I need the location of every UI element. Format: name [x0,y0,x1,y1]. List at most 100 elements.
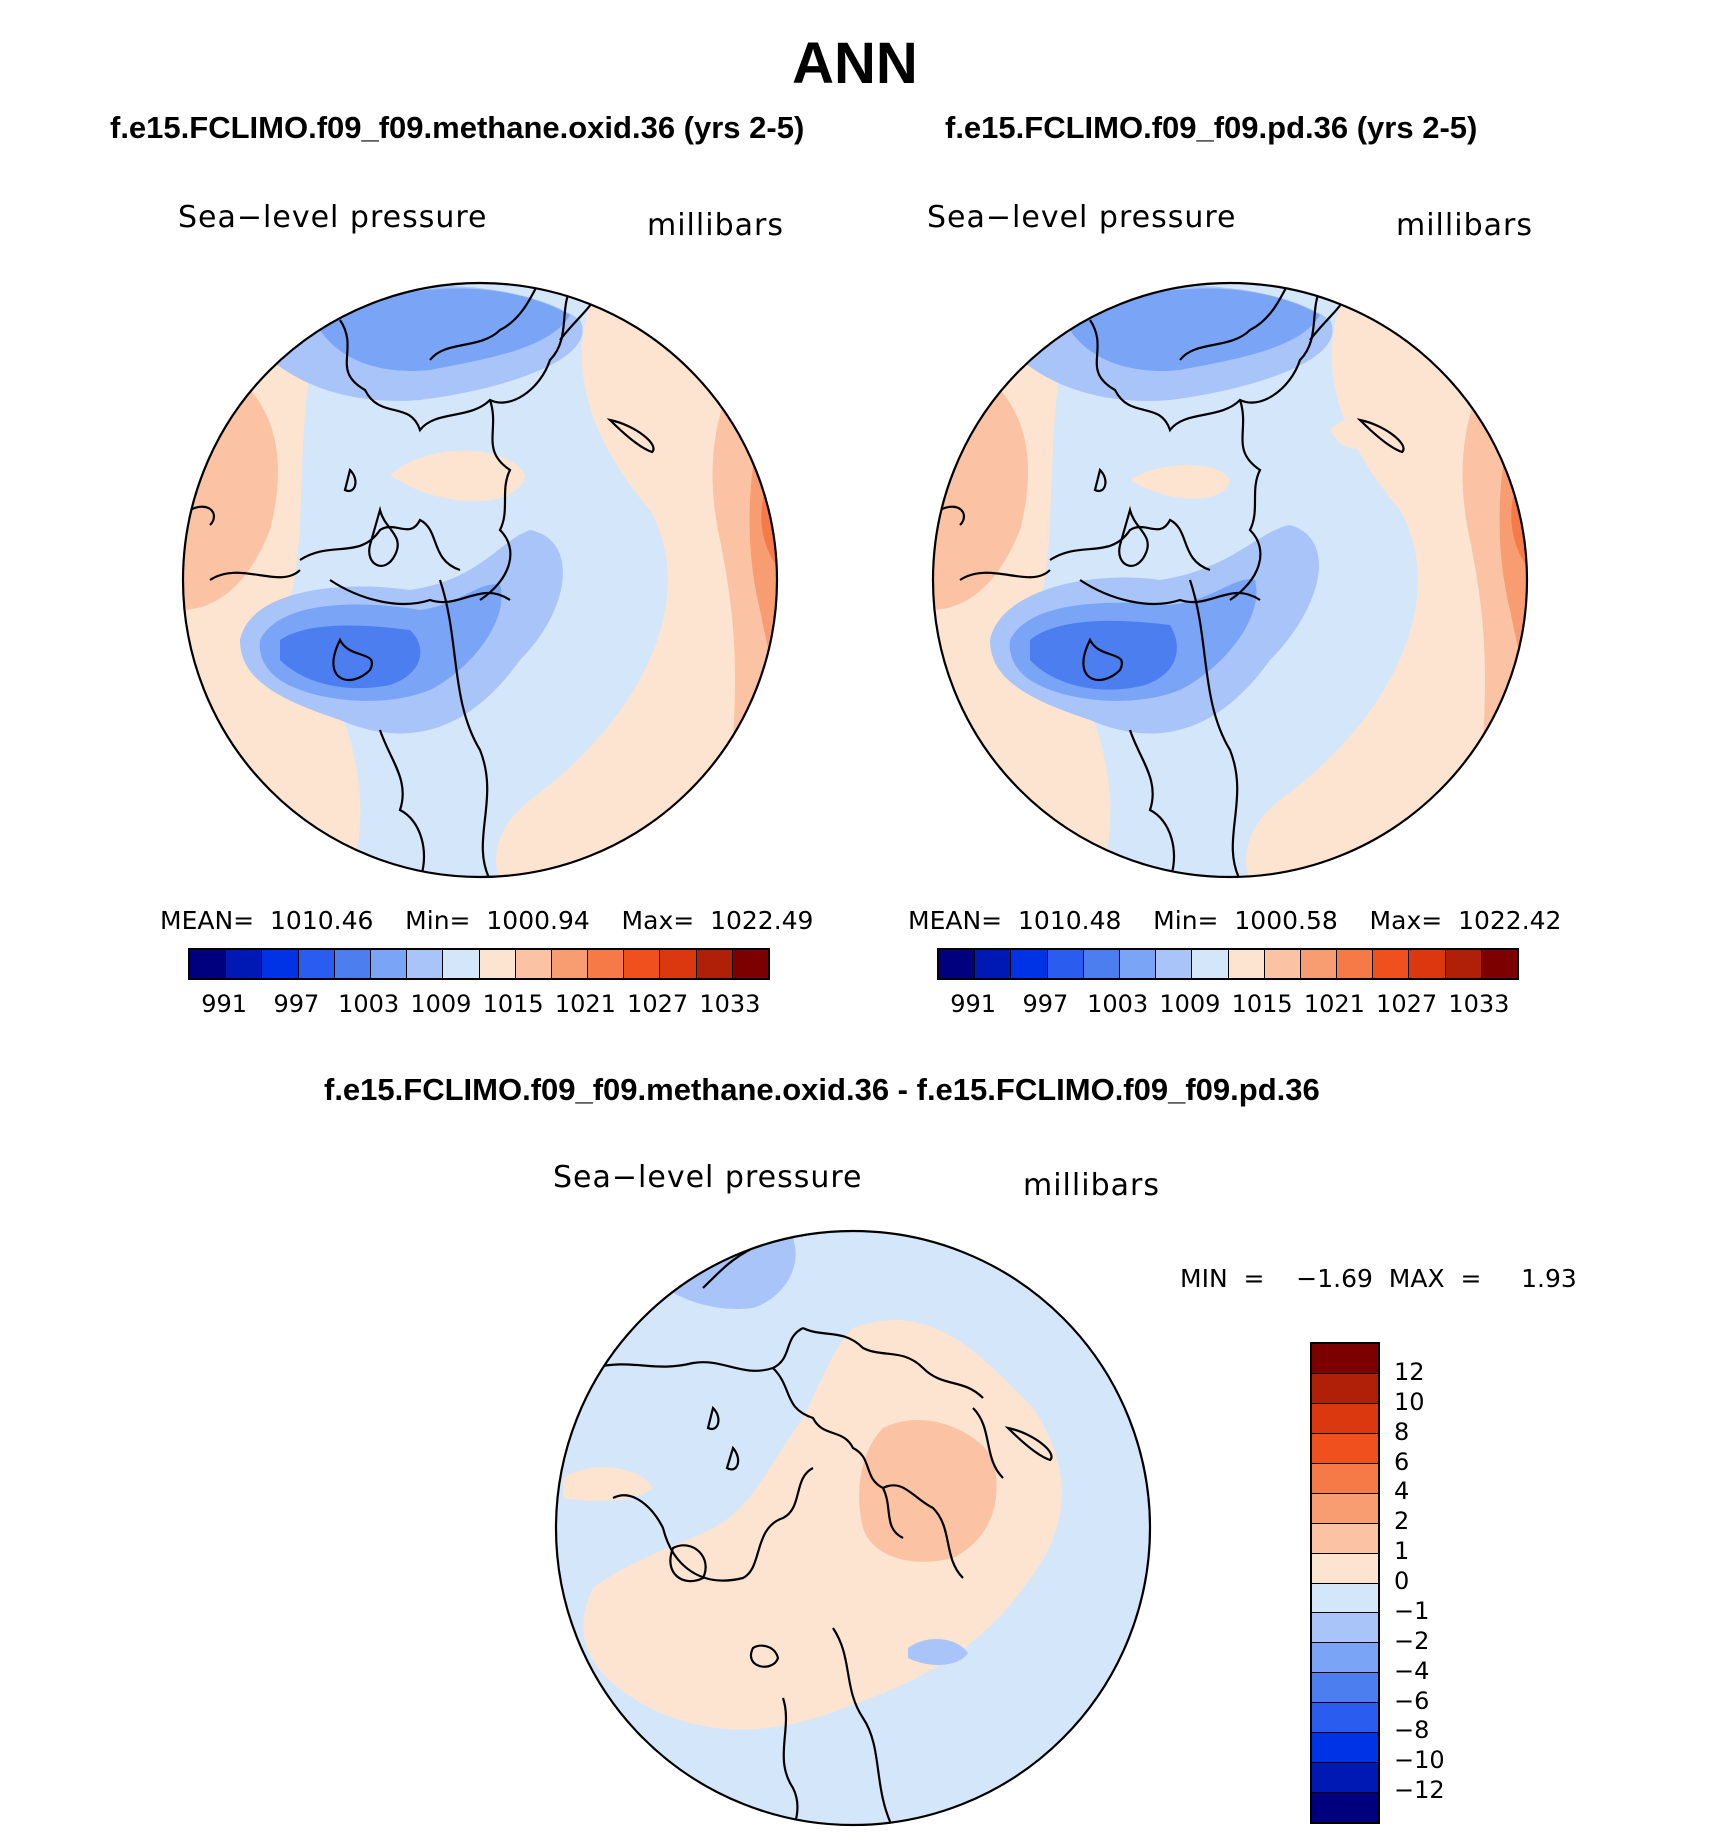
field-neg2-europe [908,1638,968,1665]
field-pos-east [1246,283,1527,877]
colorbar-swatch [1481,950,1517,978]
colorbar-tick-label: −2 [1394,1626,1430,1655]
coastlines [189,283,655,877]
colorbar-swatch [226,950,263,978]
colorbar-tick-label: 991 [201,990,248,1018]
colorbar-swatch [1228,950,1265,978]
right-panel-title: f.e15.FCLIMO.f09_f09.pd.36 (yrs 2-5) [945,110,1478,145]
colorbar-tick-label: −4 [1394,1656,1430,1685]
colorbar-swatch [1312,1463,1378,1494]
colorbar-tick-label: 0 [1394,1567,1410,1595]
colorbar-tick-label: 997 [1022,990,1069,1018]
colorbar-swatch [479,950,516,978]
colorbar-swatch [1337,950,1374,978]
right-slp-map [931,281,1529,879]
field-pos-center [1130,465,1230,499]
colorbar-swatch [1312,1553,1378,1584]
colorbar-tick-label: 8 [1394,1417,1410,1446]
colorbar-swatch [1312,1373,1378,1404]
colorbar-swatch [1083,950,1120,978]
colorbar-swatch [732,950,768,978]
colorbar-tick-label: 1015 [1231,990,1293,1018]
field-pos1-arctic [583,1319,1062,1730]
diff-colorbar [1310,1342,1380,1824]
field-neg4-iceland-low [280,625,421,689]
colorbar-tick-label: −10 [1394,1746,1445,1775]
right-units-label: millibars [1396,208,1533,243]
diff-stats: MIN = −1.69 MAX = 1.93 [1180,1264,1577,1293]
colorbar-tick-label: 1033 [699,990,761,1018]
colorbar-tick-label: 1003 [338,990,400,1018]
diff-slp-map [554,1229,1152,1827]
colorbar-swatch [696,950,733,978]
colorbar-swatch [939,950,976,978]
field-pos1-west [563,1467,653,1501]
colorbar-swatch [1312,1703,1378,1734]
right-stats: MEAN= 1010.48 Min= 1000.58 Max= 1022.42 [908,906,1562,935]
map-boundary [181,281,779,879]
colorbar-swatch [1312,1523,1378,1554]
colorbar-tick-label: 2 [1394,1507,1410,1536]
colorbar-swatch [1192,950,1229,978]
colorbar-swatch [588,950,625,978]
colorbar-tick-label: −1 [1394,1596,1430,1625]
colorbar-swatch [551,950,589,978]
left-variable-label: Sea−level pressure [178,200,488,235]
colorbar-swatch [1312,1763,1378,1794]
colorbar-swatch [624,950,661,978]
colorbar-swatch [1264,950,1301,978]
colorbar-tick-label: 1021 [554,990,616,1018]
colorbar-tick-label: 1015 [482,990,544,1018]
colorbar-tick-label: 10 [1394,1387,1425,1416]
colorbar-swatch [1312,1643,1378,1674]
colorbar-tick-label: −6 [1394,1686,1430,1715]
left-units-label: millibars [647,208,784,243]
diff-variable-label: Sea−level pressure [553,1160,863,1195]
colorbar-swatch [1373,950,1410,978]
colorbar-swatch [1312,1403,1378,1434]
colorbar-swatch [975,950,1012,978]
colorbar-tick-label: 991 [950,990,997,1018]
colorbar-tick-label: 1003 [1087,990,1149,1018]
colorbar-tick-label: 1027 [627,990,689,1018]
colorbar-swatch [660,950,697,978]
colorbar-tick-label: 1 [1394,1537,1410,1566]
coastlines [939,283,1405,877]
diff-units-label: millibars [1023,1168,1160,1203]
right-variable-label: Sea−level pressure [927,200,1237,235]
colorbar-swatch [1156,950,1193,978]
colorbar-swatch [1312,1493,1378,1524]
field-pos-east [496,283,777,877]
map-boundary [554,1229,1152,1827]
left-panel-title: f.e15.FCLIMO.f09_f09.methane.oxid.36 (yr… [110,110,805,145]
field-pos2-center [859,1419,997,1562]
colorbar-swatch [1312,1583,1378,1614]
left-slp-map [181,281,779,879]
colorbar-swatch [190,950,227,978]
left-colorbar [188,948,770,980]
colorbar-tick-label: 1027 [1376,990,1438,1018]
colorbar-swatch [1312,1733,1378,1764]
colorbar-tick-label: −12 [1394,1776,1445,1805]
colorbar-tick-label: 1033 [1448,990,1510,1018]
colorbar-swatch [407,950,444,978]
colorbar-swatch [262,950,299,978]
colorbar-swatch [1312,1344,1378,1374]
colorbar-tick-label: 6 [1394,1447,1410,1476]
main-title: ANN [792,31,918,96]
colorbar-swatch [1312,1673,1378,1704]
colorbar-swatch [334,950,371,978]
field-pos-center [390,450,525,502]
colorbar-swatch [1300,950,1338,978]
colorbar-tick-label: 1009 [410,990,472,1018]
colorbar-swatch [1312,1433,1378,1464]
diff-panel-title: f.e15.FCLIMO.f09_f09.methane.oxid.36 - f… [324,1072,1320,1107]
colorbar-swatch [1445,950,1482,978]
colorbar-swatch [1011,950,1048,978]
colorbar-tick-label: −8 [1394,1716,1430,1745]
colorbar-swatch [1312,1793,1378,1822]
colorbar-swatch [298,950,335,978]
colorbar-tick-label: 997 [273,990,320,1018]
field-neg3-north [320,288,570,371]
left-stats: MEAN= 1010.46 Min= 1000.94 Max= 1022.49 [160,906,814,935]
